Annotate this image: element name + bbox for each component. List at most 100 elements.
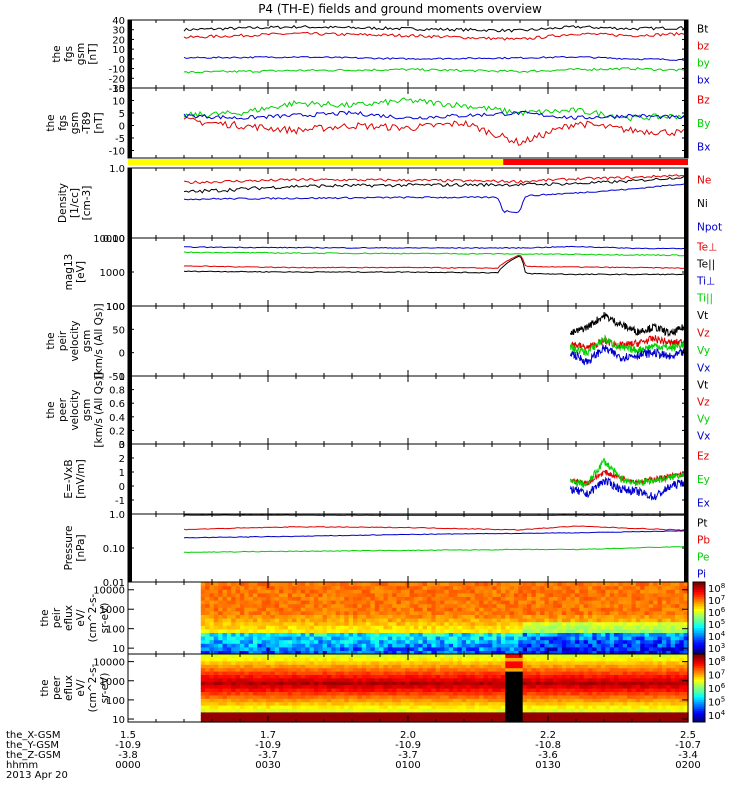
spectrogram-cell xyxy=(661,618,667,623)
spectrogram-cell xyxy=(309,715,315,720)
spectrogram-cell xyxy=(466,643,472,648)
spectrogram-cell xyxy=(440,694,445,699)
spectrogram-cell xyxy=(601,625,606,630)
spectrogram-cell xyxy=(579,625,585,630)
spectrogram-cell xyxy=(239,660,245,665)
spectrogram-cell xyxy=(540,603,546,608)
spectrogram-cell xyxy=(209,589,215,594)
spectrogram-cell xyxy=(588,585,593,590)
spectrogram-cell xyxy=(509,698,515,703)
spectrogram-cell xyxy=(509,664,515,669)
spectrogram-cell xyxy=(496,688,502,692)
spectrogram-cell xyxy=(405,636,411,641)
spectrogram-cell xyxy=(270,677,276,682)
spectrogram-cell xyxy=(366,694,372,699)
spectrogram-cell xyxy=(357,650,363,655)
spectrogram-cell xyxy=(279,657,285,662)
spectrogram-cell xyxy=(461,698,467,703)
spectrogram-cell xyxy=(570,684,576,689)
spectrogram-cell xyxy=(588,628,593,633)
spectrogram-cell xyxy=(609,715,615,720)
spectrogram-cell xyxy=(588,705,593,709)
spectrogram-cell xyxy=(474,664,480,669)
spectrogram-cell xyxy=(548,646,554,651)
spectrogram-cell xyxy=(335,625,341,630)
y-axis-label: the xyxy=(45,332,57,349)
spectrogram-cell xyxy=(492,589,498,594)
y-tick-label: -30 xyxy=(109,84,125,95)
spectrogram-cell xyxy=(579,718,585,723)
spectrogram-cell xyxy=(631,618,637,623)
spectrogram-cell xyxy=(266,674,271,679)
spectrogram-cell xyxy=(444,596,450,601)
spectrogram-cell xyxy=(422,639,428,644)
spectrogram-cell xyxy=(675,614,680,619)
spectrogram-cell xyxy=(344,705,350,709)
spectrogram-cell xyxy=(379,657,385,662)
spectrogram-cell xyxy=(453,614,459,619)
spectrogram-cell xyxy=(653,698,659,703)
spectrogram-cell xyxy=(374,592,380,597)
spectrogram-cell xyxy=(566,646,572,651)
spectrogram-cell xyxy=(470,664,476,669)
spectrogram-cell xyxy=(266,607,271,612)
spectrogram-cell xyxy=(631,592,637,597)
spectrogram-cell xyxy=(583,664,589,669)
spectrogram-cell xyxy=(561,643,567,648)
spectrogram-cell xyxy=(548,715,554,720)
spectrogram-cell xyxy=(496,636,502,641)
spectrogram-cell xyxy=(518,603,524,608)
spectrogram-cell xyxy=(653,607,659,612)
spectrogram-cell xyxy=(453,585,459,590)
spectrogram-cell xyxy=(574,660,580,665)
spectrogram-cell xyxy=(422,705,428,709)
spectrogram-cell xyxy=(379,660,385,665)
spectrogram-cell xyxy=(366,582,372,587)
spectrogram-cell xyxy=(618,671,624,675)
spectrogram-cell xyxy=(566,621,572,626)
spectrogram-cell xyxy=(244,643,250,648)
y-axis-label: peir xyxy=(57,330,69,351)
spectrogram-cell xyxy=(200,677,206,682)
spectrogram-cell xyxy=(574,691,580,696)
spectrogram-cell xyxy=(200,600,206,605)
spectrogram-cell xyxy=(609,684,615,689)
spectrogram-cell xyxy=(326,585,332,590)
spectrogram-cell xyxy=(409,636,415,641)
spectrogram-cell xyxy=(544,592,550,597)
spectrogram-cell xyxy=(653,715,659,720)
spectrogram-cell xyxy=(427,681,432,686)
spectrogram-cell xyxy=(657,589,663,594)
spectrogram-cell xyxy=(340,643,345,648)
spectrogram-cell xyxy=(653,705,659,709)
spectrogram-cell xyxy=(601,646,606,651)
spectrogram-cell xyxy=(340,625,345,630)
spectrogram-cell xyxy=(544,654,550,658)
spectrogram-cell xyxy=(322,614,328,619)
spectrogram-cell xyxy=(287,671,293,675)
spectrogram-cell xyxy=(461,688,467,692)
spectrogram-cell xyxy=(318,621,324,626)
spectrogram-cell xyxy=(592,618,598,623)
spectrogram-cell xyxy=(601,664,606,669)
spectrogram-cell xyxy=(374,688,380,692)
spectrogram-cell xyxy=(679,628,685,633)
spectrogram-cell xyxy=(226,701,232,706)
spectrogram-cell xyxy=(257,705,263,709)
spectrogram-cell xyxy=(231,589,237,594)
spectrogram-cell xyxy=(226,708,232,713)
spectrogram-cell xyxy=(244,667,250,672)
spectrogram-cell xyxy=(400,625,406,630)
spectrogram-cell xyxy=(557,701,563,706)
spectrogram-cell xyxy=(483,715,489,720)
spectrogram-cell xyxy=(270,708,276,713)
spectrogram-cell xyxy=(270,614,276,619)
spectrogram-cell xyxy=(457,639,463,644)
spectrogram-cell xyxy=(287,589,293,594)
spectrogram-cell xyxy=(305,589,311,594)
spectrogram-cell xyxy=(296,628,302,633)
legend-label: Vx xyxy=(697,362,710,374)
spectrogram-cell xyxy=(200,596,206,601)
spectrogram-cell xyxy=(605,708,611,713)
spectrogram-cell xyxy=(657,621,663,626)
